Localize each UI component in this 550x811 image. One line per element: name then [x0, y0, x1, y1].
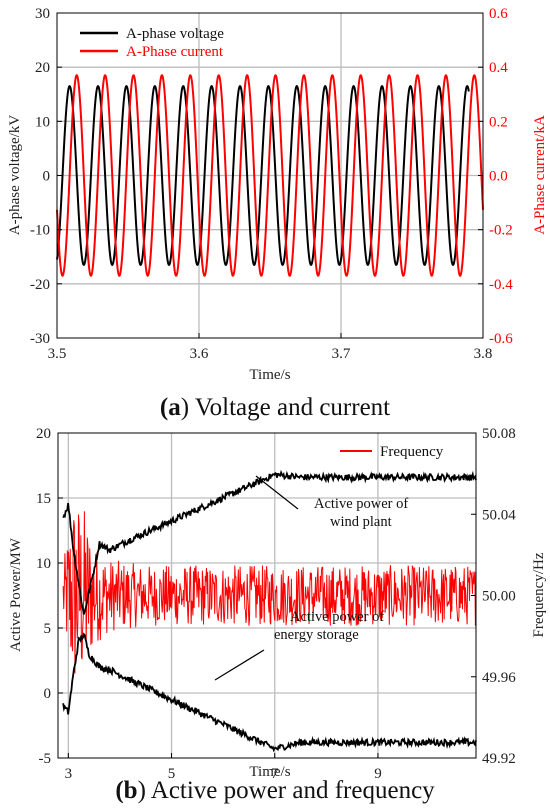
x-tick-label: 3.7: [332, 346, 351, 362]
caption-a-letter-prefix: (: [160, 394, 168, 421]
y-tick-label: 10: [36, 556, 51, 572]
y-tick-label: 0: [43, 169, 51, 185]
y-tick-label: -20: [30, 277, 50, 293]
x-tick-label: 5: [168, 766, 176, 782]
x-axis-label-b: Time/s: [249, 764, 290, 780]
legend-label-voltage: A-phase voltage: [126, 26, 224, 42]
y-tick-label: 15: [36, 491, 51, 507]
x-tick-label: 3: [65, 766, 73, 782]
y-ticks-b: -5 0 5 10 15 20: [36, 426, 63, 767]
series-line-voltage: [56, 84, 470, 267]
y2-tick-label: 0.4: [489, 60, 508, 76]
x-ticks-b: 3 5 7 9: [65, 753, 382, 782]
y2-tick-label: -0.6: [489, 331, 513, 347]
y2-tick-label: 0.2: [489, 114, 508, 130]
annotation-storage-line2: energy storage: [274, 627, 359, 643]
x-axis-label-a: Time/s: [249, 367, 290, 383]
y2-tick-label: 50.00: [482, 589, 516, 605]
y-tick-label: 5: [44, 621, 52, 637]
grid-a: [57, 13, 483, 338]
series-line-current: [56, 74, 484, 277]
annotations-b: Active power of wind plant Active power …: [214, 475, 408, 681]
y-tick-label: 30: [35, 6, 50, 22]
series-lines-b: [62, 469, 477, 753]
y-ticks-a: -30 -20 -10 0 10 20 30: [30, 6, 62, 347]
y2-tick-label: -0.4: [489, 277, 513, 293]
caption-b-letter-prefix: (: [115, 777, 123, 804]
annotation-leader-wind: [255, 475, 299, 510]
panel-b: -5 0 5 10 15 20 49.92 49.96 50.00 50.04 50.08 3 5 7…: [8, 426, 547, 804]
grid-b: [58, 433, 476, 758]
x-ticks-a: 3.5 3.6 3.7 3.8: [48, 333, 493, 362]
annotation-wind-line1: Active power of: [314, 496, 408, 512]
y2-ticks-b: 49.92 49.96 50.00 50.04 50.08: [471, 426, 516, 767]
caption-a: (a) Voltage and current: [160, 394, 390, 421]
x-tick-label: 3.6: [190, 346, 209, 362]
panel-a: -30 -20 -10 0 10 20 30 -0.6 -0.4 -0.2 0.0 0.2 0.4 0.…: [7, 6, 548, 421]
y2-axis-label-b: Frequency/Hz: [531, 552, 547, 637]
y-tick-label: 10: [35, 114, 50, 130]
y-tick-label: 0: [44, 686, 52, 702]
x-tick-label: 7: [271, 766, 279, 782]
annotation-wind-line2: wind plant: [330, 514, 392, 530]
y2-tick-label: 50.08: [482, 426, 516, 442]
series-line-power-1: [62, 469, 477, 615]
y-tick-label: -5: [39, 751, 52, 767]
annotation-storage-line1: Active power of: [290, 609, 384, 625]
caption-b-letter: b: [124, 777, 138, 804]
y-tick-label: 20: [35, 60, 50, 76]
legend-label-current: A-Phase current: [126, 44, 224, 60]
series-lines-a: [56, 74, 484, 277]
y2-ticks-a: -0.6 -0.4 -0.2 0.0 0.2 0.4 0.6: [478, 6, 513, 347]
y-tick-label: -30: [30, 331, 50, 347]
y2-tick-label: 49.96: [482, 670, 516, 686]
x-tick-label: 9: [374, 766, 382, 782]
legend-b: Frequency: [340, 444, 444, 460]
x-tick-label: 3.8: [474, 346, 493, 362]
caption-a-text: Voltage and current: [189, 394, 390, 421]
caption-b-text: Active power and frequency: [146, 777, 435, 804]
y-axis-label-b: Active Power/MW: [8, 537, 24, 652]
annotation-leader-storage: [214, 649, 265, 681]
legend-label-frequency: Frequency: [380, 444, 444, 460]
y2-tick-label: 49.92: [482, 751, 516, 767]
y-axis-label-a: A-phase voltage/kV: [7, 115, 23, 236]
y-tick-label: 20: [36, 426, 51, 442]
y2-tick-label: -0.2: [489, 223, 513, 239]
series-line-power-2: [62, 632, 477, 753]
caption-a-letter: a: [168, 394, 181, 421]
series-line-frequency: [62, 511, 477, 674]
y2-tick-label: 50.04: [482, 507, 516, 523]
legend-a: A-phase voltage A-Phase current: [80, 26, 224, 60]
y2-tick-label: 0.6: [489, 6, 508, 22]
caption-a-letter-suffix: ): [181, 394, 189, 421]
y2-tick-label: 0.0: [489, 169, 508, 185]
y2-axis-label-a: A-Phase current/kA: [532, 115, 548, 235]
caption-b: (b) Active power and frequency: [115, 777, 435, 804]
y-tick-label: -10: [30, 223, 50, 239]
x-tick-label: 3.5: [48, 346, 67, 362]
caption-b-letter-suffix: ): [138, 777, 146, 804]
